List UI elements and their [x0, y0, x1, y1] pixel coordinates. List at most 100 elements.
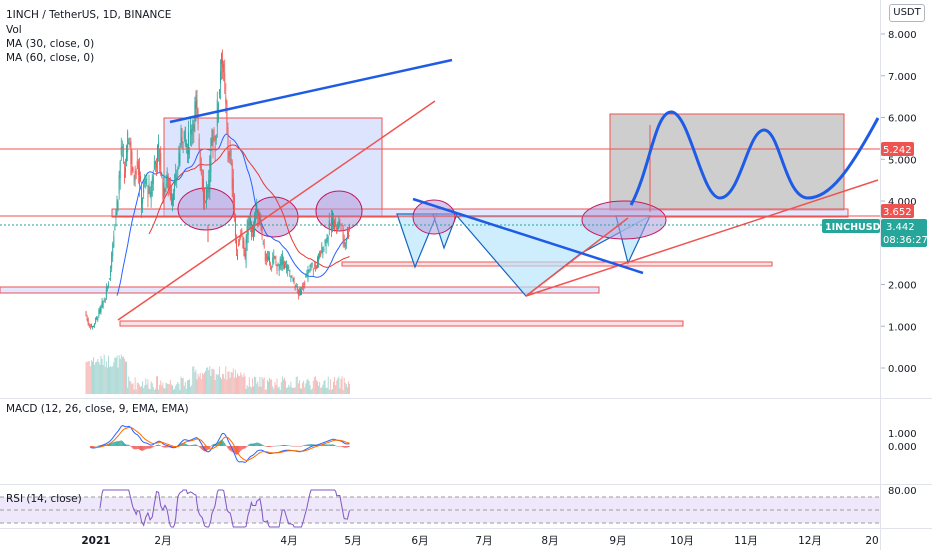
candle-body — [260, 220, 262, 225]
trendline-support-3[interactable] — [525, 217, 629, 297]
projection-wave[interactable] — [629, 110, 880, 206]
candle-body — [228, 152, 230, 160]
macd-histogram-bar — [179, 443, 181, 446]
candle-body — [186, 151, 188, 154]
macd-legend[interactable]: MACD (12, 26, close, 9, EMA, EMA) — [6, 403, 189, 415]
candle-body — [218, 89, 220, 95]
highlight-ellipse[interactable] — [177, 187, 235, 231]
candle-body — [313, 264, 315, 266]
ma60-legend[interactable]: MA (60, close, 0) — [6, 52, 95, 64]
candle-body — [292, 277, 294, 281]
candle-body — [126, 145, 128, 162]
volume-bar — [150, 381, 152, 394]
candle-body — [109, 278, 110, 280]
candle-body — [223, 63, 225, 73]
macd-histogram-bar — [205, 446, 206, 452]
volume-bar — [154, 388, 156, 394]
macd-histogram-bar — [223, 441, 225, 446]
currency-button[interactable]: USDT — [889, 4, 925, 22]
candle-body — [157, 144, 158, 163]
volume-bar — [316, 380, 317, 394]
volume-bar — [88, 361, 90, 394]
macd-histogram-bar — [122, 442, 124, 446]
trendline-resistance[interactable] — [169, 58, 453, 124]
volume-bar — [110, 365, 112, 394]
price-axis[interactable]: 8.0007.0006.0005.0004.0003.0002.0001.000… — [881, 30, 917, 497]
candle-body — [116, 199, 118, 215]
volume-bar — [161, 385, 163, 394]
volume-bar — [295, 376, 297, 394]
volume-bar — [241, 374, 243, 394]
candle-body — [224, 72, 226, 83]
candle-body — [161, 174, 163, 178]
candle-body — [339, 222, 341, 225]
volume-bar — [281, 376, 283, 394]
rsi-pane[interactable] — [0, 489, 880, 528]
highlight-ellipse[interactable] — [249, 196, 299, 238]
macd-histogram-bar — [135, 446, 137, 450]
candle-body — [207, 190, 209, 192]
candle-body — [278, 264, 280, 272]
candle-body — [277, 262, 279, 264]
candle-body — [92, 326, 93, 328]
volume-bar — [344, 382, 346, 394]
trendline-support[interactable] — [117, 100, 436, 321]
candle-body — [279, 258, 281, 269]
volume-bar — [170, 384, 172, 394]
volume-bar — [103, 354, 105, 394]
candle-body — [244, 254, 246, 257]
candle-body — [237, 254, 238, 260]
macd-histogram-bar — [334, 445, 336, 446]
macd-pane[interactable] — [89, 425, 350, 463]
macd-histogram-bar — [302, 445, 304, 447]
macd-histogram-bar — [93, 446, 94, 447]
macd-histogram-bar — [108, 444, 109, 446]
candle-body — [127, 131, 129, 153]
volume-bar — [206, 367, 208, 394]
volume-bar — [174, 388, 176, 394]
macd-histogram-bar — [287, 445, 289, 446]
support-zone-base[interactable] — [119, 320, 684, 327]
price-tick-label: 5.000 — [888, 155, 917, 166]
trendline-descending[interactable] — [412, 197, 644, 275]
ma30-legend[interactable]: MA (30, close, 0) — [6, 38, 95, 50]
volume-bar — [190, 386, 192, 394]
macd-histogram-bar — [255, 442, 257, 446]
candle-body — [340, 227, 342, 229]
candle-body — [211, 129, 213, 144]
volume-bar — [314, 376, 316, 394]
macd-histogram-bar — [273, 446, 275, 447]
time-tick-label: 10月 — [670, 535, 694, 547]
time-axis[interactable]: 2021 2月 4月 5月 6月 7月 8月 9月 10月 11月 12月 20 — [81, 535, 878, 547]
volume-legend[interactable]: Vol — [6, 24, 22, 36]
trendline-support-2[interactable] — [525, 179, 879, 297]
macd-histogram-bar — [153, 446, 155, 447]
macd-histogram-bar — [190, 445, 192, 446]
macd-histogram-bar — [286, 445, 288, 446]
candle-body — [349, 224, 350, 229]
candle-body — [105, 287, 107, 298]
macd-histogram-bar — [198, 446, 200, 447]
volume-bar — [108, 355, 109, 394]
macd-histogram-bar — [134, 446, 136, 450]
candle-body — [128, 142, 130, 145]
volume-bar — [272, 386, 274, 394]
candle-body — [288, 266, 290, 268]
volume-bar — [115, 357, 117, 394]
volume-bar — [97, 358, 99, 394]
volume-bar — [124, 358, 125, 394]
macd-histogram-bar — [154, 445, 156, 447]
candle-body — [318, 253, 320, 263]
candle-body — [174, 181, 176, 192]
macd-histogram-bar — [249, 443, 251, 446]
symbol-title[interactable]: 1INCH / TetherUS, 1D, BINANCE — [6, 9, 172, 21]
macd-histogram-bar — [291, 445, 293, 447]
candle-body — [156, 163, 157, 168]
rsi-legend[interactable]: RSI (14, close) — [6, 493, 82, 505]
highlight-ellipse[interactable] — [581, 200, 667, 240]
volume-bar — [288, 384, 290, 394]
macd-histogram-bar — [188, 445, 189, 446]
volume-bar — [257, 381, 259, 394]
highlight-ellipse[interactable] — [315, 190, 363, 232]
